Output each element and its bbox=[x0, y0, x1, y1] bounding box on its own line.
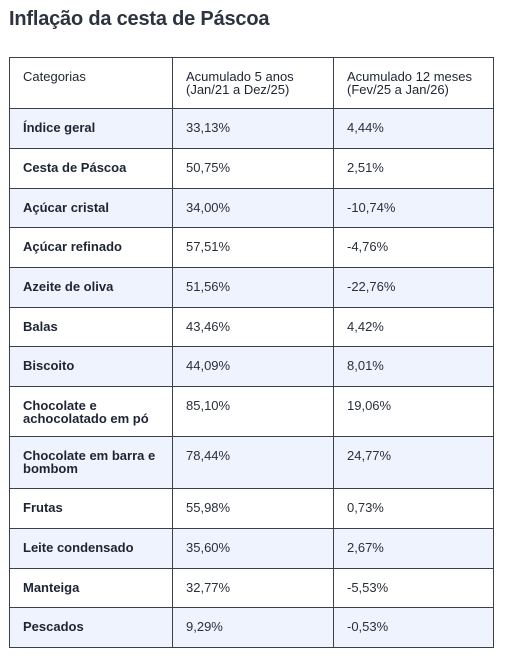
table-header-row: Categorias Acumulado 5 anos (Jan/21 a De… bbox=[9, 57, 494, 109]
cell-categoria: Açúcar cristal bbox=[9, 188, 173, 228]
cell-acumulado-5-anos: 34,00% bbox=[172, 188, 334, 228]
cell-categoria: Manteiga bbox=[9, 568, 173, 608]
cell-categoria: Balas bbox=[9, 307, 173, 347]
cell-acumulado-12-meses: 4,44% bbox=[333, 108, 494, 149]
table-row: Cesta de Páscoa 50,75% 2,51% bbox=[9, 148, 494, 189]
cell-acumulado-12-meses: -10,74% bbox=[333, 188, 494, 228]
header-acumulado-5-anos: Acumulado 5 anos (Jan/21 a Dez/25) bbox=[172, 57, 334, 109]
table-row: Frutas 55,98% 0,73% bbox=[9, 488, 494, 529]
table-body: Índice geral 33,13% 4,44% Cesta de Páscoa 50… bbox=[9, 108, 494, 648]
cell-acumulado-12-meses: 19,06% bbox=[333, 386, 494, 437]
cell-categoria: Azeite de oliva bbox=[9, 267, 173, 308]
cell-acumulado-5-anos: 32,77% bbox=[172, 568, 334, 608]
cell-acumulado-5-anos: 85,10% bbox=[172, 386, 334, 437]
cell-acumulado-12-meses: 0,73% bbox=[333, 488, 494, 529]
cell-acumulado-12-meses: 8,01% bbox=[333, 346, 494, 387]
table-row: Pescados 9,29% -0,53% bbox=[9, 607, 494, 648]
cell-acumulado-5-anos: 55,98% bbox=[172, 488, 334, 529]
cell-categoria: Leite condensado bbox=[9, 528, 173, 569]
cell-acumulado-12-meses: 2,67% bbox=[333, 528, 494, 569]
cell-acumulado-12-meses: -5,53% bbox=[333, 568, 494, 608]
cell-acumulado-5-anos: 50,75% bbox=[172, 148, 334, 189]
cell-acumulado-5-anos: 44,09% bbox=[172, 346, 334, 387]
cell-acumulado-12-meses: -4,76% bbox=[333, 227, 494, 268]
table-row: Leite condensado 35,60% 2,67% bbox=[9, 528, 494, 569]
table-row: Chocolate e achocolatado em pó 85,10% 19,0… bbox=[9, 386, 494, 437]
cell-acumulado-5-anos: 78,44% bbox=[172, 436, 334, 489]
cell-acumulado-12-meses: -0,53% bbox=[333, 607, 494, 648]
table-row: Chocolate em barra e bombom 78,44% 24,77% bbox=[9, 436, 494, 489]
cell-categoria: Biscoito bbox=[9, 346, 173, 387]
cell-categoria: Índice geral bbox=[9, 108, 173, 149]
cell-acumulado-5-anos: 33,13% bbox=[172, 108, 334, 149]
cell-acumulado-5-anos: 9,29% bbox=[172, 607, 334, 648]
table-row: Açúcar refinado 57,51% -4,76% bbox=[9, 227, 494, 268]
cell-categoria: Açúcar refinado bbox=[9, 227, 173, 268]
cell-categoria: Pescados bbox=[9, 607, 173, 648]
table-row: Manteiga 32,77% -5,53% bbox=[9, 568, 494, 608]
table-row: Índice geral 33,13% 4,44% bbox=[9, 108, 494, 149]
cell-categoria: Frutas bbox=[9, 488, 173, 529]
page-title: Inflação da cesta de Páscoa bbox=[9, 8, 270, 30]
table-row: Biscoito 44,09% 8,01% bbox=[9, 346, 494, 387]
cell-categoria: Cesta de Páscoa bbox=[9, 148, 173, 189]
cell-acumulado-5-anos: 43,46% bbox=[172, 307, 334, 347]
header-acumulado-12-meses: Acumulado 12 meses (Fev/25 a Jan/26) bbox=[333, 57, 494, 109]
cell-categoria: Chocolate em barra e bombom bbox=[9, 436, 173, 489]
table-row: Açúcar cristal 34,00% -10,74% bbox=[9, 188, 494, 228]
table-row: Azeite de oliva 51,56% -22,76% bbox=[9, 267, 494, 308]
cell-acumulado-12-meses: 24,77% bbox=[333, 436, 494, 489]
cell-acumulado-5-anos: 35,60% bbox=[172, 528, 334, 569]
cell-categoria: Chocolate e achocolatado em pó bbox=[9, 386, 173, 437]
cell-acumulado-12-meses: -22,76% bbox=[333, 267, 494, 308]
cell-acumulado-12-meses: 4,42% bbox=[333, 307, 494, 347]
cell-acumulado-5-anos: 51,56% bbox=[172, 267, 334, 308]
cell-acumulado-5-anos: 57,51% bbox=[172, 227, 334, 268]
cell-acumulado-12-meses: 2,51% bbox=[333, 148, 494, 189]
header-categorias: Categorias bbox=[9, 57, 173, 109]
inflation-table: Categorias Acumulado 5 anos (Jan/21 a De… bbox=[9, 57, 494, 648]
table-row: Balas 43,46% 4,42% bbox=[9, 307, 494, 347]
